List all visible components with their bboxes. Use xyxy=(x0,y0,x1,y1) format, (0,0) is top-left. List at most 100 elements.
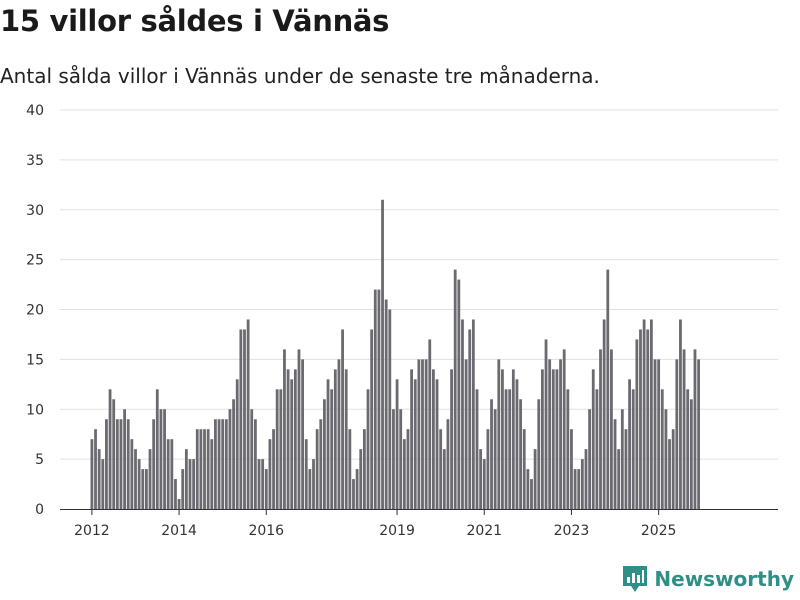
bar xyxy=(272,429,275,509)
bar xyxy=(559,359,562,510)
bar xyxy=(490,399,493,509)
bar xyxy=(660,389,664,509)
x-tick-label: 2025 xyxy=(641,523,677,539)
page-subtitle: Antal sålda villor i Vännäs under de sen… xyxy=(0,64,600,88)
bar xyxy=(584,449,588,509)
bar xyxy=(657,359,661,510)
bar xyxy=(606,269,610,509)
bar xyxy=(283,349,286,509)
bar xyxy=(624,429,628,509)
bar xyxy=(453,269,457,509)
bar xyxy=(137,459,141,510)
newsworthy-logo-icon xyxy=(623,566,648,592)
bar xyxy=(649,319,653,509)
bar xyxy=(261,459,265,510)
axis-layer: 0510152025303540152012201420162019202120… xyxy=(26,0,778,539)
bar xyxy=(210,439,214,509)
bar xyxy=(402,439,406,509)
bar xyxy=(239,329,243,509)
bar xyxy=(508,389,512,509)
bar xyxy=(355,469,359,509)
page-title: 15 villor såldes i Vännäs xyxy=(0,4,390,38)
bars-layer xyxy=(90,199,701,510)
bar xyxy=(362,429,366,509)
bar xyxy=(359,449,363,509)
brand-logo: Newsworthy xyxy=(622,564,794,594)
bar xyxy=(141,469,145,509)
bar xyxy=(548,359,552,510)
bar xyxy=(297,349,301,509)
bar xyxy=(573,469,577,509)
bar xyxy=(555,369,559,509)
bar xyxy=(475,389,479,509)
bar xyxy=(315,429,319,509)
bar xyxy=(115,419,119,509)
bar xyxy=(599,349,602,509)
bar xyxy=(664,409,668,509)
bar xyxy=(134,449,137,509)
bar xyxy=(174,479,177,509)
x-tick-label: 2019 xyxy=(379,523,415,539)
bar xyxy=(697,359,701,510)
bar xyxy=(293,369,297,509)
bar xyxy=(450,369,453,509)
bar xyxy=(392,409,395,509)
bar xyxy=(468,329,472,509)
bar xyxy=(377,289,381,509)
bar xyxy=(671,429,675,509)
bar xyxy=(410,369,413,509)
bar xyxy=(442,449,446,509)
bar xyxy=(689,399,693,509)
bar xyxy=(214,419,217,509)
bar xyxy=(145,469,148,509)
bar xyxy=(446,419,450,509)
bar xyxy=(333,369,337,509)
bar xyxy=(642,319,646,509)
bar xyxy=(413,379,417,509)
bar xyxy=(90,439,94,509)
bar xyxy=(181,469,185,509)
x-tick-label: 2016 xyxy=(248,523,284,539)
bar xyxy=(373,289,377,509)
bar xyxy=(551,369,555,509)
bar xyxy=(501,369,504,509)
bar xyxy=(312,459,315,510)
bar xyxy=(148,449,152,509)
bar xyxy=(580,459,584,510)
x-tick-label: 2023 xyxy=(554,523,590,539)
bar xyxy=(439,429,443,509)
bar xyxy=(323,399,326,509)
bar xyxy=(163,409,166,509)
bar xyxy=(177,499,181,509)
bar xyxy=(235,379,239,509)
bar xyxy=(326,379,330,509)
bar xyxy=(279,389,283,509)
bar xyxy=(352,479,355,509)
bar xyxy=(682,349,686,509)
bar xyxy=(417,359,421,510)
bar xyxy=(628,379,631,509)
bar xyxy=(424,359,428,510)
bar xyxy=(457,279,461,509)
bar xyxy=(610,349,613,509)
bar xyxy=(341,329,344,509)
bar xyxy=(384,299,388,509)
y-tick-label: 15 xyxy=(26,352,44,368)
y-tick-label: 40 xyxy=(26,103,44,119)
bar xyxy=(97,449,101,509)
bar xyxy=(464,359,468,510)
bar xyxy=(344,369,348,509)
bar xyxy=(540,369,544,509)
bar xyxy=(101,459,105,510)
bar xyxy=(232,399,235,509)
bar xyxy=(152,419,156,509)
bar xyxy=(588,409,592,509)
bar xyxy=(504,389,508,509)
x-tick-label: 2021 xyxy=(466,523,502,539)
bar xyxy=(435,379,439,509)
bar xyxy=(192,459,196,510)
bar xyxy=(366,389,370,509)
bar xyxy=(693,349,697,509)
highlight-data-label: 15 xyxy=(735,0,753,4)
